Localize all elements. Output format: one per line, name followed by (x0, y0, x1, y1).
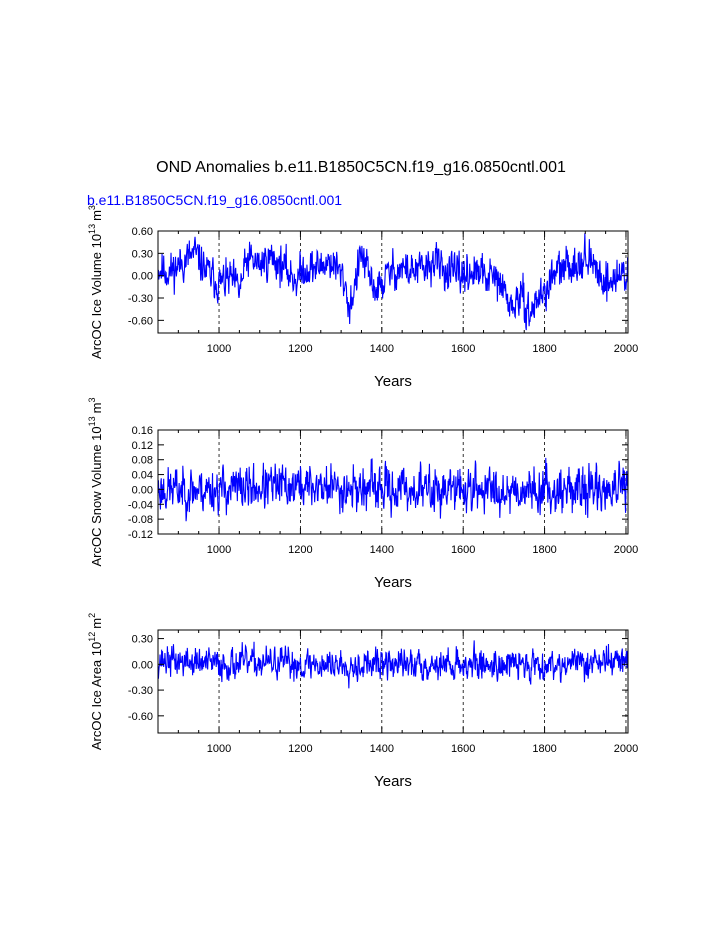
plot-frame (157, 629, 629, 734)
y-tick-label: 0.12 (132, 440, 153, 452)
y-axis-label: ArcOC Ice Volume 1013 m3 (87, 205, 104, 359)
y-tick-label: 0.60 (132, 226, 153, 238)
y-axis-label-exponent: 13 (87, 224, 97, 234)
y-axis-label-unit: m (89, 210, 104, 221)
y-axis-label-unit: m (89, 402, 104, 413)
y-tick-label: 0.04 (132, 470, 153, 482)
y-axis-label-unit-exponent: 2 (87, 613, 97, 618)
panel-snow-volume: Years ArcOC Snow Volume 1013 m3 1000 1200 1… (87, 397, 638, 591)
x-tick-label: 1200 (288, 544, 312, 556)
x-tick-label: 1600 (451, 743, 475, 755)
x-tick-label: 1200 (288, 343, 312, 355)
y-axis-label-unit: m (89, 618, 104, 629)
y-tick-label: -0.30 (128, 293, 153, 305)
y-tick-label: -0.60 (128, 711, 153, 723)
panel-ice-volume: Years ArcOC Ice Volume 1013 m3 1000 1200 14… (87, 205, 638, 390)
plot-frame (157, 230, 629, 334)
y-tick-label: 0.00 (132, 484, 153, 496)
y-axis-label-exponent: 12 (87, 632, 97, 642)
plot-frame (157, 429, 629, 535)
x-tick-label: 2000 (614, 343, 638, 355)
x-tick-label: 1800 (532, 743, 556, 755)
figure-subtitle: b.e11.B1850C5CN.f19_g16.0850cntl.001 (87, 192, 342, 208)
x-axis-label: Years (374, 773, 412, 790)
x-tick-label: 1000 (207, 743, 231, 755)
x-tick-label: 1600 (451, 343, 475, 355)
y-axis-label-text: ArcOC Ice Area 10 (89, 642, 104, 750)
series-line (157, 233, 629, 331)
y-axis-label: ArcOC Snow Volume 1013 m3 (87, 397, 104, 566)
y-tick-label: 0.16 (132, 425, 153, 437)
y-axis-label-text: ArcOC Ice Volume 10 (89, 234, 104, 359)
x-tick-label: 1200 (288, 743, 312, 755)
x-tick-label: 2000 (614, 743, 638, 755)
y-axis-label-exponent: 13 (87, 416, 97, 426)
y-axis-label-unit-exponent: 3 (87, 397, 97, 402)
x-tick-label: 1000 (207, 544, 231, 556)
y-axis-label-unit-exponent: 3 (87, 205, 97, 210)
y-axis-label: ArcOC Ice Area 1012 m2 (87, 613, 104, 750)
x-tick-label: 1800 (532, 343, 556, 355)
y-tick-label: 0.00 (132, 659, 153, 671)
x-tick-label: 1400 (370, 544, 394, 556)
y-axis-label-text: ArcOC Snow Volume 10 (89, 426, 104, 566)
figure-title: OND Anomalies b.e11.B1850C5CN.f19_g16.08… (156, 159, 566, 176)
y-tick-label: -0.04 (128, 499, 153, 511)
y-tick-label: -0.60 (128, 315, 153, 327)
x-tick-label: 2000 (614, 544, 638, 556)
x-tick-label: 1400 (370, 743, 394, 755)
y-tick-label: -0.12 (128, 529, 153, 541)
x-axis-label: Years (374, 574, 412, 591)
x-tick-label: 1600 (451, 544, 475, 556)
x-tick-label: 1800 (532, 544, 556, 556)
series-line (157, 457, 629, 522)
y-tick-label: 0.30 (132, 634, 153, 646)
x-tick-label: 1400 (370, 343, 394, 355)
series-line (157, 640, 629, 689)
y-tick-label: -0.08 (128, 514, 153, 526)
y-tick-label: 0.30 (132, 248, 153, 260)
y-tick-label: 0.00 (132, 271, 153, 283)
panel-ice-area: Years ArcOC Ice Area 1012 m2 1000 1200 1400… (87, 613, 638, 790)
x-tick-label: 1000 (207, 343, 231, 355)
y-tick-label: 0.08 (132, 455, 153, 467)
y-tick-label: -0.30 (128, 685, 153, 697)
x-axis-label: Years (374, 373, 412, 390)
